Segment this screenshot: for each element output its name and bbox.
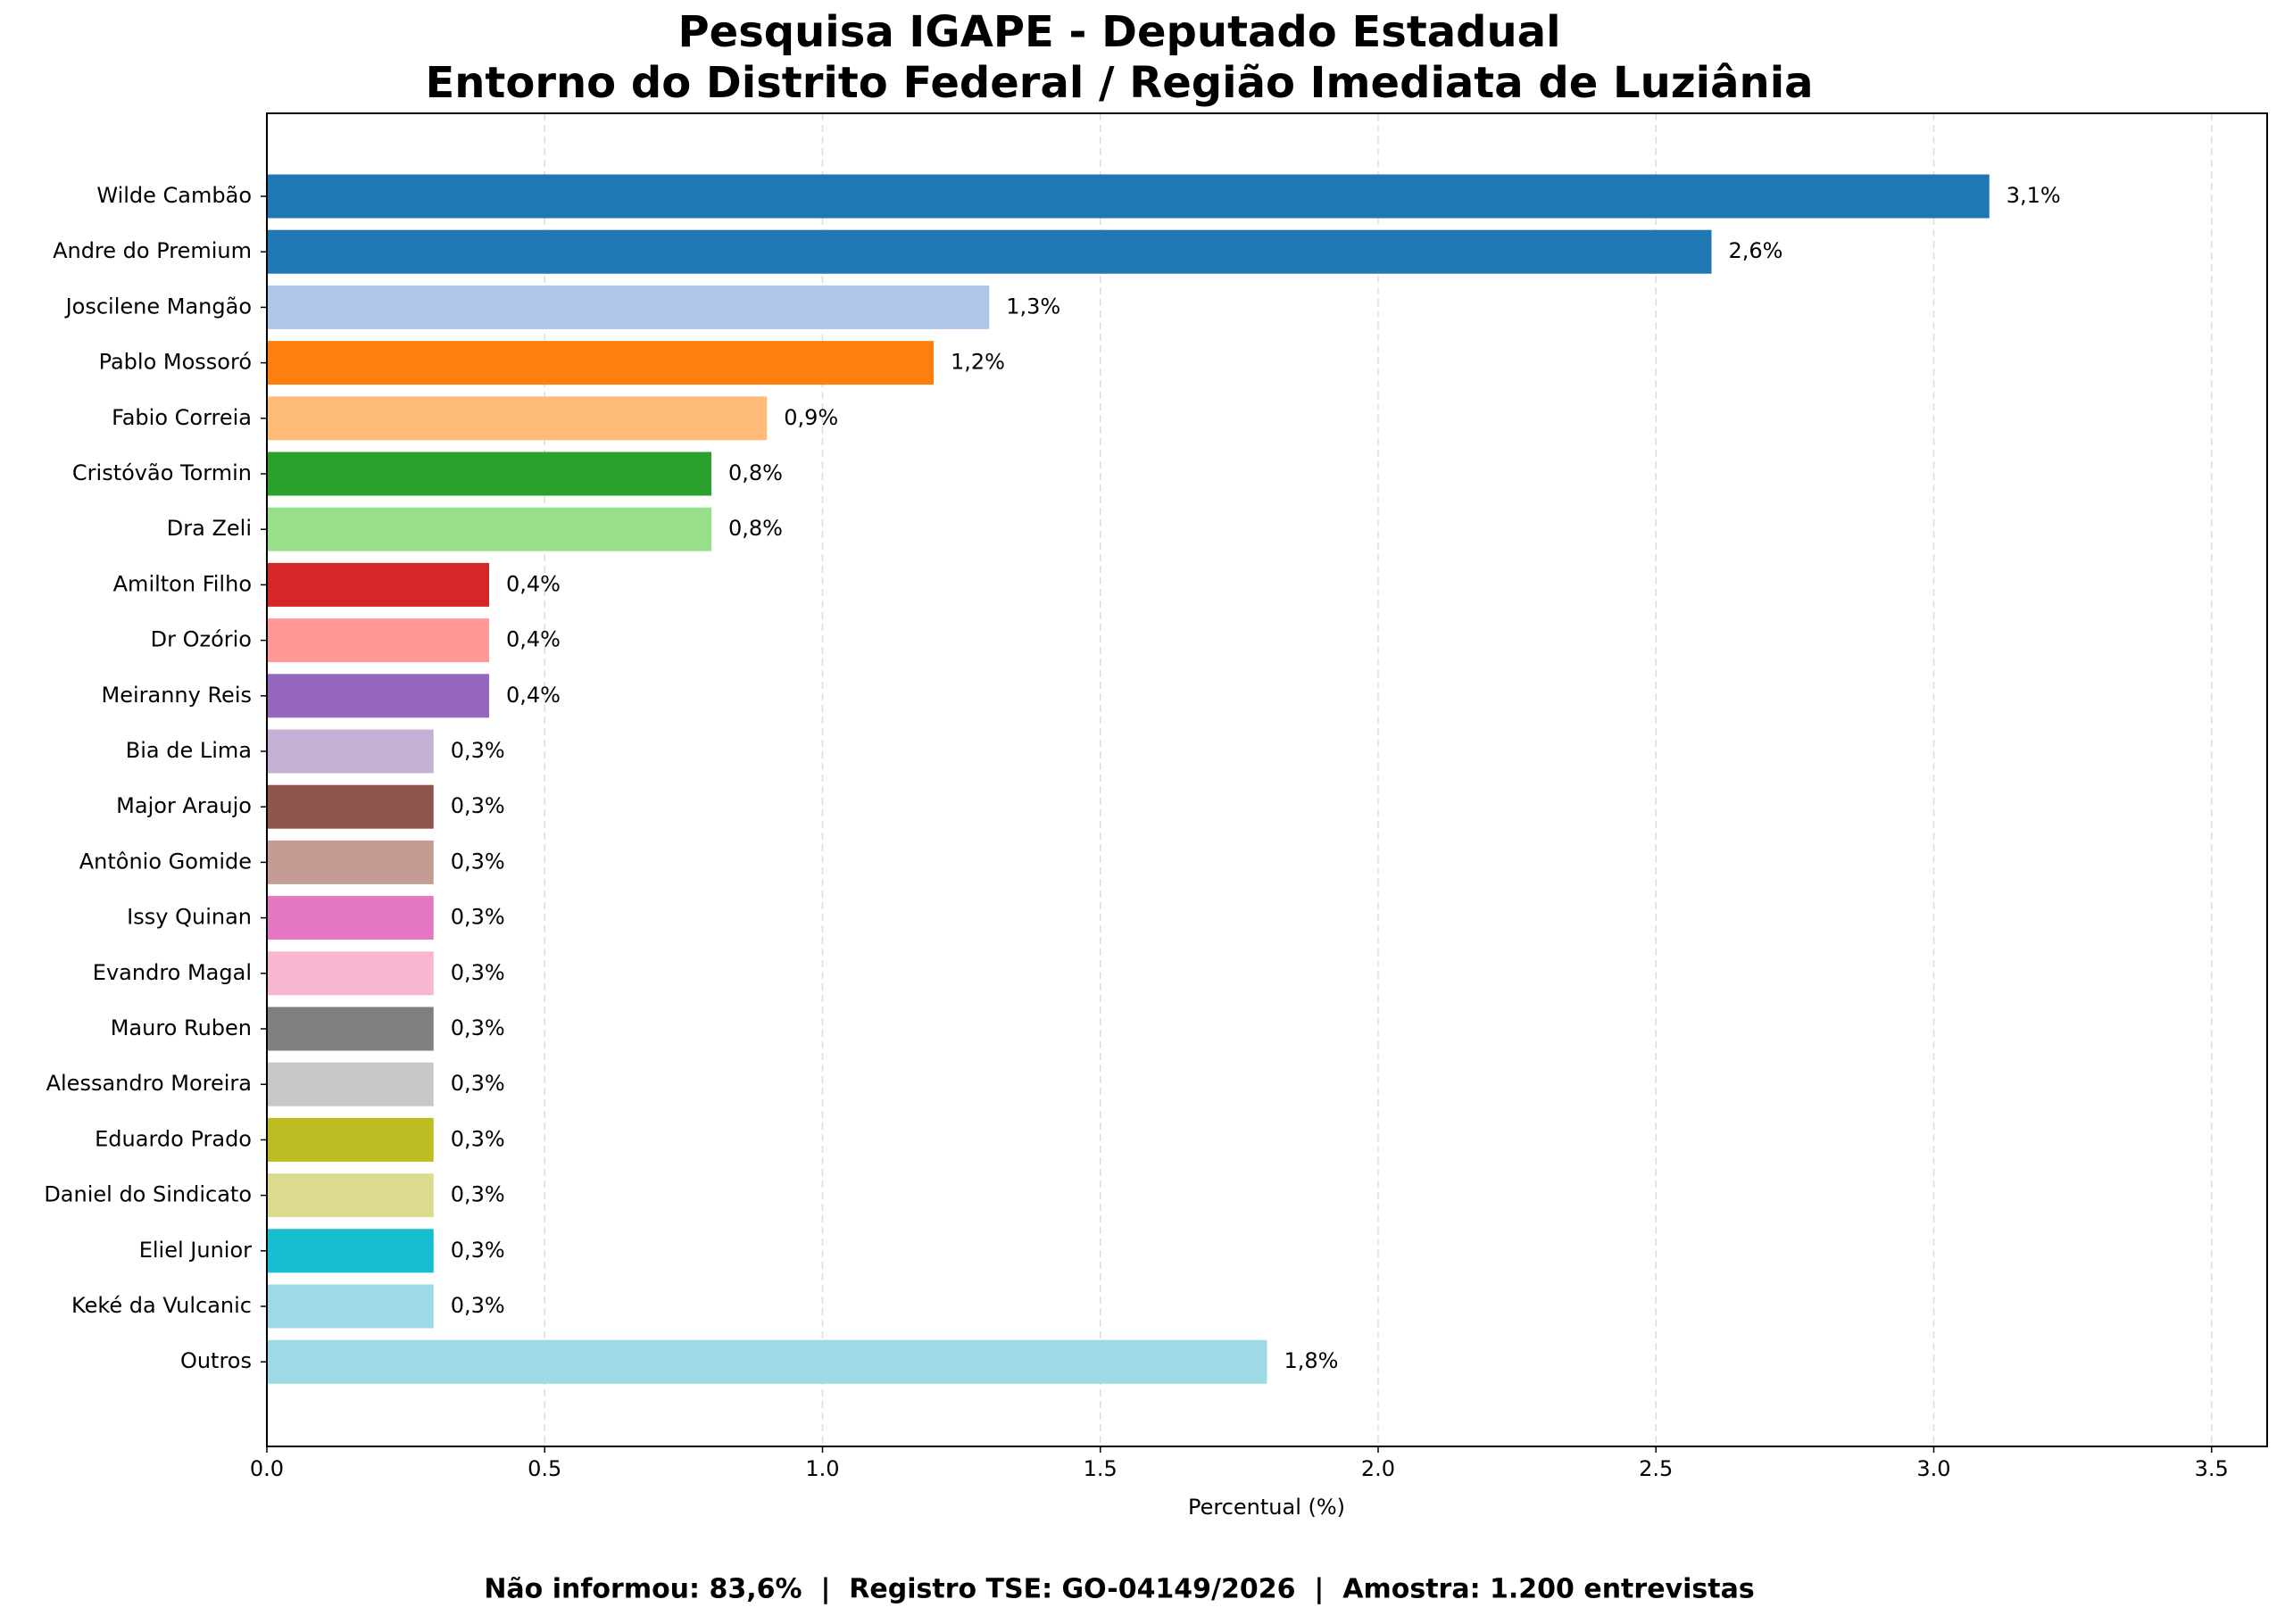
- value-label: 0,3%: [451, 849, 505, 874]
- bar: [267, 507, 711, 551]
- x-tick-label: 1.5: [1084, 1456, 1118, 1481]
- bar: [267, 1284, 434, 1329]
- value-label: 0,4%: [506, 627, 561, 652]
- chart-title: Pesquisa IGAPE - Deputado Estadual: [677, 7, 1560, 57]
- bar: [267, 229, 1712, 274]
- value-label: 0,3%: [451, 1071, 505, 1096]
- y-tick-label: Dra Zeli: [167, 516, 252, 541]
- bar: [267, 396, 768, 441]
- y-tick-label: Cristóvão Tormin: [72, 460, 252, 485]
- y-tick-label: Joscilene Mangão: [64, 294, 252, 319]
- bar: [267, 674, 489, 718]
- value-label: 0,3%: [451, 1238, 505, 1263]
- bar: [267, 1062, 434, 1106]
- y-tick-label: Wilde Cambão: [96, 183, 252, 208]
- y-tick-label: Outros: [180, 1348, 252, 1373]
- y-tick-label: Dr Ozório: [151, 627, 252, 652]
- value-label: 0,9%: [784, 405, 838, 430]
- value-label: 1,3%: [1006, 294, 1060, 319]
- y-tick-label: Mauro Ruben: [111, 1015, 252, 1040]
- y-tick-label: Eduardo Prado: [95, 1126, 252, 1151]
- x-tick-label: 2.5: [1639, 1456, 1673, 1481]
- bar: [267, 1007, 434, 1051]
- y-tick-label: Major Araujo: [116, 793, 252, 818]
- value-label: 0,3%: [451, 905, 505, 930]
- x-axis-label: Percentual (%): [1188, 1495, 1345, 1520]
- value-label: 0,8%: [728, 516, 783, 541]
- bar: [267, 1173, 434, 1218]
- bar: [267, 729, 434, 774]
- y-tick-label: Daniel do Sindicato: [44, 1182, 252, 1207]
- bar: [267, 1339, 1267, 1384]
- value-label: 0,3%: [451, 793, 505, 818]
- x-tick-label: 0.0: [250, 1456, 284, 1481]
- chart-title: Entorno do Distrito Federal / Região Ime…: [425, 58, 1813, 108]
- footer: Não informou: 83,6% | Registro TSE: GO-0…: [484, 1574, 1754, 1605]
- bar: [267, 341, 934, 385]
- value-label: 2,6%: [1729, 238, 1783, 263]
- bar: [267, 1117, 434, 1162]
- bar: [267, 285, 990, 329]
- bar: [267, 784, 434, 829]
- x-tick-label: 3.5: [2195, 1456, 2229, 1481]
- y-tick-label: Keké da Vulcanic: [71, 1293, 252, 1318]
- value-label: 0,3%: [451, 1015, 505, 1040]
- value-label: 1,8%: [1284, 1348, 1339, 1373]
- x-tick-label: 3.0: [1916, 1456, 1950, 1481]
- value-label: 0,4%: [506, 571, 561, 596]
- x-tick-label: 0.5: [528, 1456, 561, 1481]
- value-label: 0,4%: [506, 683, 561, 708]
- value-label: 0,8%: [728, 460, 783, 485]
- bar: [267, 562, 489, 607]
- bar: [267, 618, 489, 663]
- value-label: 0,3%: [451, 1293, 505, 1318]
- x-tick-label: 2.0: [1361, 1456, 1395, 1481]
- value-label: 1,2%: [951, 350, 1005, 375]
- bar: [267, 951, 434, 996]
- y-tick-label: Issy Quinan: [127, 905, 252, 930]
- bar: [267, 896, 434, 940]
- value-label: 0,3%: [451, 738, 505, 763]
- y-tick-label: Alessandro Moreira: [46, 1071, 252, 1096]
- value-label: 0,3%: [451, 1126, 505, 1151]
- bar: [267, 1229, 434, 1273]
- y-tick-label: Meiranny Reis: [101, 683, 252, 708]
- bar: [267, 174, 1990, 219]
- bar: [267, 452, 711, 496]
- y-tick-label: Andre do Premium: [53, 238, 252, 263]
- bar: [267, 840, 434, 884]
- y-tick-label: Bia de Lima: [126, 738, 252, 763]
- y-tick-label: Evandro Magal: [93, 960, 252, 985]
- value-label: 0,3%: [451, 960, 505, 985]
- value-label: 0,3%: [451, 1182, 505, 1207]
- y-tick-label: Eliel Junior: [139, 1238, 252, 1263]
- y-tick-label: Fabio Correia: [112, 405, 252, 430]
- y-tick-label: Amilton Filho: [113, 571, 252, 596]
- plot-frame: [266, 112, 2268, 1447]
- y-tick-label: Antônio Gomide: [79, 849, 252, 874]
- value-label: 3,1%: [2007, 183, 2061, 208]
- y-tick-label: Pablo Mossoró: [99, 350, 252, 375]
- x-tick-label: 1.0: [805, 1456, 839, 1481]
